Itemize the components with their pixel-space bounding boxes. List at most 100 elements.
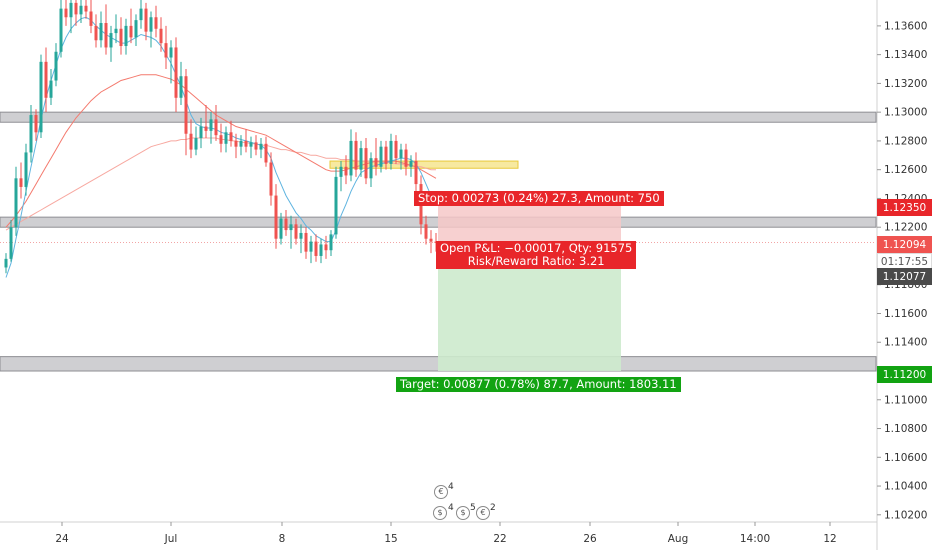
time-tick-label: Jul: [164, 533, 178, 545]
flag-us-icon[interactable]: $: [433, 506, 447, 520]
time-tick-label: 24: [55, 533, 69, 545]
candle-body: [54, 51, 58, 81]
candle-body: [274, 195, 278, 239]
current-price-tag: 1.12094: [877, 236, 932, 253]
candle-body: [224, 132, 228, 144]
candle-body: [244, 140, 248, 147]
event-count: 2: [490, 503, 496, 513]
flag-eu-icon[interactable]: €: [476, 506, 490, 520]
highlight-zone: [329, 160, 519, 169]
flag-eu-icon[interactable]: €: [434, 485, 448, 499]
candle-body: [34, 115, 38, 133]
time-tick-label: Aug: [668, 533, 689, 545]
time-tick-label: 14:00: [740, 533, 770, 545]
candle-body: [19, 178, 23, 187]
candle-body: [174, 47, 178, 98]
candle-body: [39, 61, 43, 133]
candle-body: [124, 25, 128, 47]
candle-body: [29, 115, 33, 153]
candle-body: [259, 143, 263, 150]
time-tick-label: 8: [279, 533, 286, 545]
candle-body: [79, 5, 83, 15]
stop-price-tag: 1.12350: [877, 199, 932, 216]
candle-body: [369, 158, 373, 179]
price-tick-label: 1.13400: [884, 49, 927, 61]
stop-label[interactable]: Stop: 0.00273 (0.24%) 27.3, Amount: 750: [414, 191, 664, 206]
candle-body: [169, 47, 173, 58]
event-count: 4: [448, 503, 454, 513]
price-tick-label: 1.13200: [884, 78, 927, 90]
pnl-label[interactable]: Open P&L: −0.00017, Qty: 91575 Risk/Rewa…: [436, 241, 637, 269]
price-tick-label: 1.10600: [884, 452, 927, 464]
flag-us-icon[interactable]: $: [456, 506, 470, 520]
candle-body: [199, 126, 203, 139]
candle-body: [104, 23, 108, 48]
candle-body: [94, 25, 98, 41]
price-tick-label: 1.12800: [884, 135, 927, 147]
candle-body: [74, 2, 78, 15]
candle-body: [239, 140, 243, 147]
candle-body: [399, 149, 403, 159]
candle-body: [289, 224, 293, 231]
candle-body: [159, 28, 163, 44]
candle-body: [269, 162, 273, 196]
candle-body: [414, 161, 418, 185]
candle-body: [189, 133, 193, 150]
candle-body: [44, 61, 48, 98]
event-count: 5: [470, 503, 476, 513]
target-label[interactable]: Target: 0.00877 (0.78%) 87.7, Amount: 18…: [396, 377, 681, 392]
candle-body: [299, 232, 303, 239]
price-tick-label: 1.12200: [884, 222, 927, 234]
price-tick-label: 1.10200: [884, 509, 927, 521]
candle-body: [429, 238, 433, 242]
price-tick-label: 1.10800: [884, 423, 927, 435]
candle-body: [249, 142, 253, 147]
candle-body: [379, 146, 383, 167]
candle-body: [254, 142, 258, 150]
candle-body: [134, 20, 138, 38]
candle-body: [359, 148, 363, 170]
price-tick-label: 1.10400: [884, 481, 927, 493]
candle-body: [404, 149, 408, 167]
candle-body: [179, 76, 183, 98]
entry-price-tag: 1.12077: [877, 268, 932, 285]
time-tick-label: 22: [493, 533, 506, 545]
price-tick-label: 1.11600: [884, 308, 927, 320]
candle-body: [64, 8, 68, 18]
candle-body: [389, 140, 393, 164]
candle-body: [324, 244, 328, 251]
time-tick-label: 26: [583, 533, 597, 545]
candle-body: [234, 140, 238, 147]
candle-body: [164, 43, 168, 58]
candle-body: [154, 17, 158, 29]
candle-body: [334, 176, 338, 235]
candle-body: [129, 25, 133, 38]
candle-body: [349, 140, 353, 176]
sr-zone: [0, 111, 877, 123]
candle-body: [9, 227, 13, 259]
candle-body: [89, 11, 93, 26]
target-price-tag: 1.11200: [877, 366, 932, 383]
price-tick-label: 1.12600: [884, 164, 927, 176]
candle-body: [194, 138, 198, 150]
risk-reward-text: Risk/Reward Ratio: 3.21: [467, 254, 605, 268]
candle-body: [394, 140, 398, 159]
candle-body: [14, 178, 18, 228]
candle-body: [329, 234, 333, 251]
candle-body: [144, 8, 148, 32]
price-tick-label: 1.13600: [884, 20, 927, 32]
candle-body: [214, 119, 218, 136]
candle-body: [409, 161, 413, 167]
candle-body: [279, 218, 283, 239]
candle-body: [364, 148, 368, 179]
candle-body: [354, 140, 358, 170]
candle-body: [114, 28, 118, 34]
candle-body: [24, 152, 28, 187]
candle-body: [229, 132, 233, 141]
candle-body: [184, 76, 188, 134]
stop-zone: [438, 205, 621, 245]
candle-body: [119, 28, 123, 47]
candle-body: [149, 17, 153, 32]
